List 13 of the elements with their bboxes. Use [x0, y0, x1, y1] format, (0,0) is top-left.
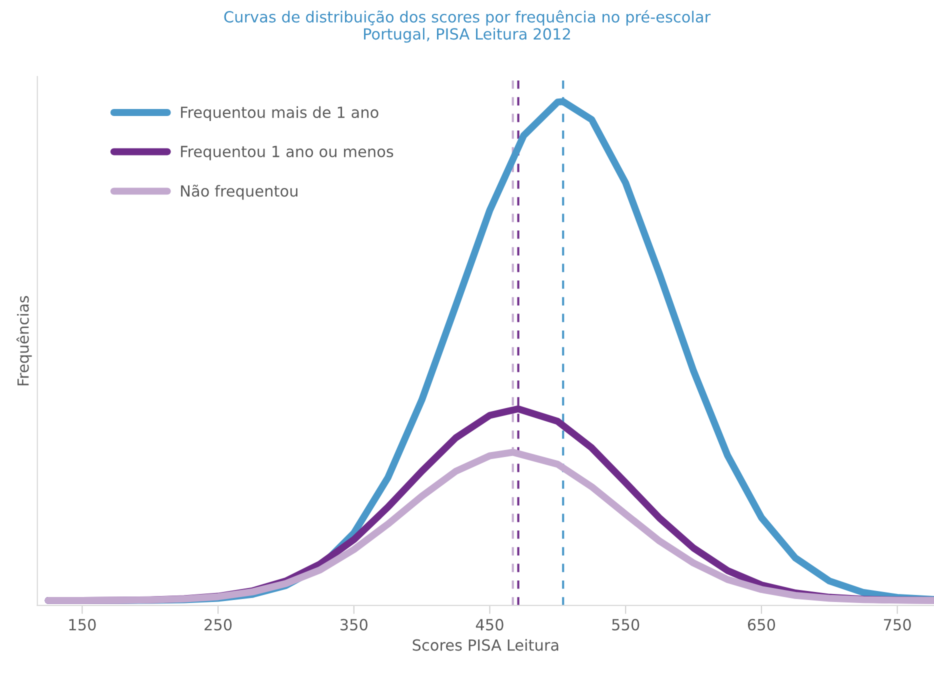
legend-label: Frequentou mais de 1 ano — [181, 106, 378, 122]
x-tick-label: 350 — [340, 618, 368, 630]
chart-title: Curvas de distribuição dos scores por frequência no pré-escolar Portugal, PISA Leitura 2012 — [224, 10, 711, 43]
x-tick-label: 450 — [476, 618, 504, 630]
y-axis-title: Frequências — [16, 296, 32, 386]
x-tick-label: 250 — [204, 618, 232, 630]
x-tick-label: 750 — [884, 618, 911, 630]
legend-label: Frequentou 1 ano ou menos — [181, 146, 394, 160]
x-tick-label: 650 — [748, 618, 776, 630]
legend-label: Não frequentou — [181, 184, 298, 200]
x-axis-title: Scores PISA Leitura — [412, 638, 558, 651]
x-tick-label: 150 — [69, 618, 96, 630]
x-tick-label: 550 — [612, 618, 640, 630]
